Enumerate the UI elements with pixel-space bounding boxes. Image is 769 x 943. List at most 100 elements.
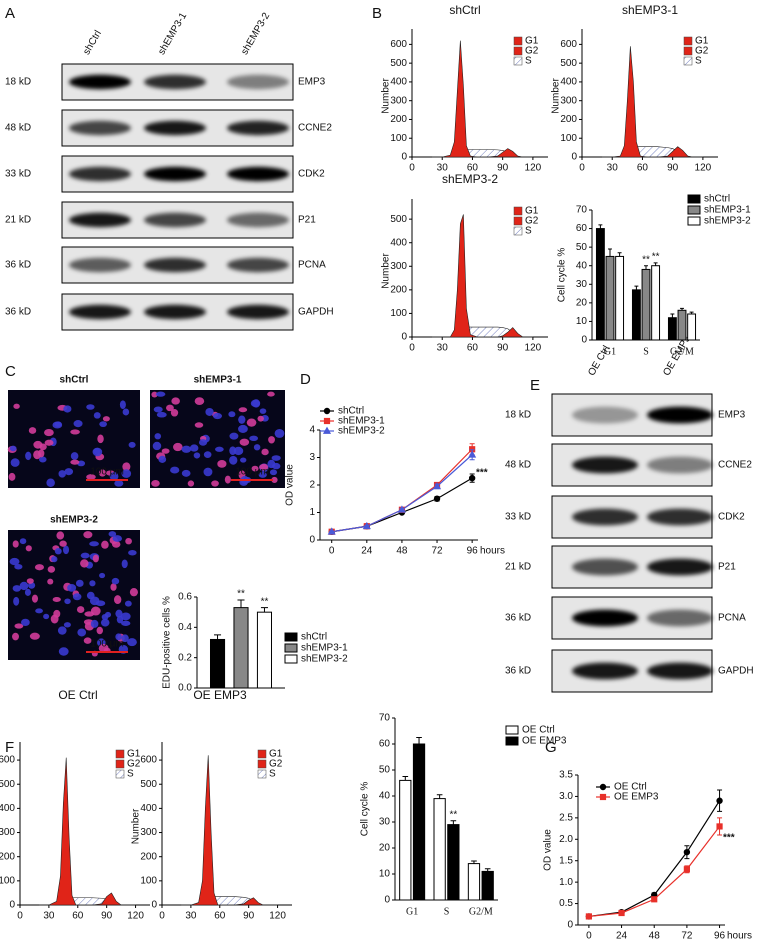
- legend-swatch: [683, 56, 693, 66]
- nucleus: [92, 447, 103, 457]
- y-tick-label: 1.5: [559, 855, 573, 866]
- lane-label: shEMP3-1: [156, 11, 189, 57]
- nucleus: [101, 540, 109, 549]
- y-axis-label: Number: [381, 78, 392, 114]
- error-bar: [653, 262, 658, 266]
- band: [647, 662, 713, 680]
- band: [144, 166, 206, 182]
- nucleus: [9, 445, 17, 452]
- nucleus: [128, 441, 136, 448]
- panel-label: G: [545, 739, 557, 756]
- nucleus: [258, 471, 267, 478]
- y-tick-label: 50: [576, 242, 588, 253]
- bar: [615, 255, 625, 341]
- y-tick-label: 400: [390, 237, 407, 248]
- band: [69, 74, 131, 90]
- nucleus: [52, 421, 63, 429]
- nucleus: [73, 420, 83, 428]
- nucleus: [217, 460, 227, 468]
- y-tick-label: 0: [309, 535, 315, 546]
- bar: [433, 798, 446, 901]
- nucleus: [44, 428, 54, 437]
- legend-label: shEMP3-2: [704, 216, 751, 227]
- nucleus: [84, 611, 95, 617]
- legend-label: S: [127, 769, 134, 780]
- legend-swatch: [284, 654, 298, 664]
- bar: [687, 313, 697, 341]
- protein-label: P21: [298, 215, 316, 226]
- y-tick-label: 0.5: [559, 898, 573, 909]
- y-tick-label: 20: [379, 843, 391, 854]
- error-bar: [644, 265, 648, 270]
- error-bar: [608, 248, 612, 257]
- legend-swatch: [513, 46, 523, 56]
- x-tick-label: 24: [616, 931, 628, 942]
- bar: [209, 638, 226, 689]
- nucleus: [269, 469, 278, 476]
- nucleus: [97, 434, 104, 444]
- nucleus: [121, 559, 128, 569]
- y-tick-label: 500: [0, 779, 15, 790]
- y-tick-label: 40: [379, 791, 391, 802]
- x-tick-label: S: [643, 346, 649, 357]
- y-axis-label: Number: [131, 808, 142, 844]
- band: [144, 74, 206, 90]
- nucleus: [28, 427, 37, 434]
- histogram-area: [432, 214, 533, 338]
- band: [647, 406, 713, 424]
- nucleus: [187, 480, 195, 487]
- nucleus: [25, 451, 32, 461]
- y-tick-label: 600: [560, 39, 577, 50]
- band: [227, 212, 289, 228]
- legend-label: G2: [695, 46, 709, 57]
- y-tick-label: 600: [140, 755, 157, 766]
- y-tick-label: 100: [560, 133, 577, 144]
- bar: [667, 317, 677, 341]
- protein-label: CCNE2: [718, 460, 752, 471]
- nucleus: [171, 397, 180, 405]
- band: [647, 609, 713, 627]
- point: [716, 823, 723, 830]
- nucleus: [228, 411, 236, 418]
- nucleus: [119, 400, 126, 409]
- point: [432, 481, 442, 490]
- nucleus: [89, 596, 100, 606]
- panel-label: E: [530, 377, 540, 394]
- error-bar: [617, 252, 622, 257]
- nucleus: [86, 404, 95, 410]
- size-label: 21 kD: [5, 215, 31, 226]
- band: [144, 120, 206, 136]
- nucleus: [205, 407, 214, 416]
- x-tick-label: 90: [667, 163, 679, 174]
- point: [585, 913, 592, 920]
- legend-label: G2: [269, 759, 283, 770]
- nucleus: [198, 439, 208, 446]
- histogram-area: [39, 757, 136, 906]
- legend-swatch: [687, 205, 701, 215]
- nucleus: [72, 593, 82, 601]
- x-tick-label: G1: [406, 906, 418, 917]
- nucleus: [121, 620, 131, 626]
- nucleus: [158, 455, 167, 463]
- band: [69, 257, 131, 273]
- error-bar: [450, 820, 457, 825]
- nucleus: [194, 422, 204, 428]
- nucleus: [268, 436, 275, 444]
- lane-label: shCtrl: [81, 29, 104, 57]
- size-label: 33 kD: [505, 512, 531, 523]
- legend-swatch: [257, 759, 267, 769]
- y-tick-label: 3: [309, 452, 315, 463]
- error-bar: [471, 860, 477, 864]
- y-tick-label: 0: [9, 900, 15, 911]
- annotation: ***: [476, 468, 488, 479]
- x-tick-label: 0: [159, 911, 165, 922]
- x-tick-label: 0: [329, 546, 335, 557]
- nucleus: [181, 469, 191, 477]
- x-tick-label: 60: [467, 343, 479, 354]
- y-tick-label: 600: [0, 755, 15, 766]
- nucleus: [239, 438, 250, 446]
- y-tick-label: 0: [151, 900, 157, 911]
- x-tick-label: 120: [525, 343, 542, 354]
- annotation: ***: [723, 833, 735, 844]
- panel-label: C: [5, 363, 16, 380]
